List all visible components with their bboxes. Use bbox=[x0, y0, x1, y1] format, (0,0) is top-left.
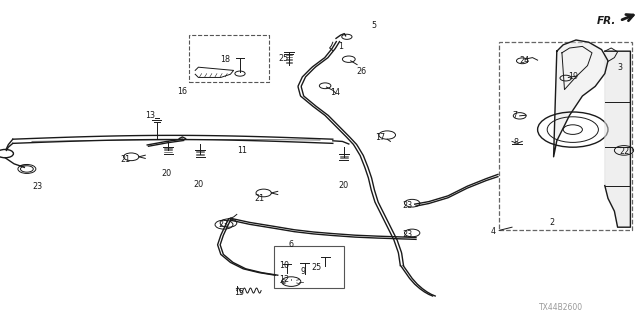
Text: 20: 20 bbox=[193, 180, 204, 189]
Text: 4: 4 bbox=[490, 228, 495, 236]
Text: 14: 14 bbox=[330, 88, 340, 97]
Bar bbox=[189, 35, 269, 82]
Text: 15: 15 bbox=[234, 288, 244, 297]
Text: 7: 7 bbox=[513, 111, 518, 120]
Text: 18: 18 bbox=[220, 55, 230, 64]
Text: TX44B2600: TX44B2600 bbox=[539, 303, 582, 312]
Text: 16: 16 bbox=[177, 87, 188, 96]
Text: 23: 23 bbox=[402, 230, 412, 239]
Text: 1: 1 bbox=[338, 42, 343, 51]
Text: 12: 12 bbox=[279, 275, 289, 284]
Text: 9: 9 bbox=[300, 268, 305, 276]
Text: 25: 25 bbox=[278, 54, 289, 63]
Text: 26: 26 bbox=[356, 67, 366, 76]
Text: 10: 10 bbox=[279, 261, 289, 270]
Polygon shape bbox=[605, 51, 630, 227]
Text: 24: 24 bbox=[520, 56, 530, 65]
Text: 17: 17 bbox=[375, 133, 385, 142]
Text: 11: 11 bbox=[237, 146, 247, 155]
Text: 6: 6 bbox=[288, 240, 293, 249]
Text: 22: 22 bbox=[619, 147, 629, 156]
Text: FR.: FR. bbox=[597, 16, 616, 26]
Text: 2: 2 bbox=[549, 218, 554, 227]
Text: 25: 25 bbox=[311, 263, 321, 272]
Text: 19: 19 bbox=[568, 72, 578, 81]
Text: 20: 20 bbox=[161, 169, 172, 178]
Bar bbox=[499, 42, 632, 230]
Text: 8: 8 bbox=[514, 138, 519, 147]
Text: 5: 5 bbox=[371, 21, 376, 30]
Text: 23: 23 bbox=[402, 201, 412, 210]
Polygon shape bbox=[554, 40, 608, 157]
Text: 3: 3 bbox=[617, 63, 622, 72]
Text: 23: 23 bbox=[218, 220, 228, 229]
Text: 21: 21 bbox=[254, 194, 264, 203]
Text: 21: 21 bbox=[120, 155, 131, 164]
Text: 23: 23 bbox=[32, 182, 42, 191]
Text: 20: 20 bbox=[339, 181, 349, 190]
Bar bbox=[274, 246, 344, 288]
Text: 13: 13 bbox=[145, 111, 155, 120]
